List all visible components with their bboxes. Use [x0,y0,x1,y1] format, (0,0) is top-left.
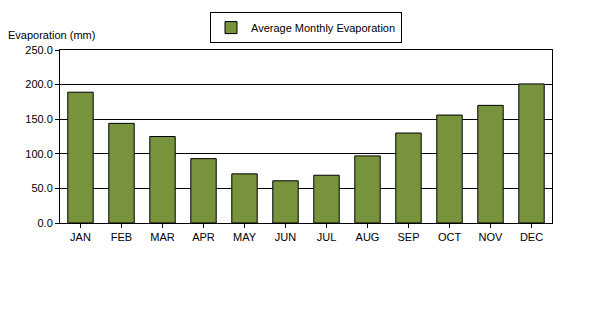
svg-text:Average Monthly Evaporation: Average Monthly Evaporation [251,22,395,34]
svg-text:Evaporation (mm): Evaporation (mm) [8,29,95,41]
svg-text:MAR: MAR [150,231,175,243]
svg-text:50.0: 50.0 [31,182,52,194]
svg-text:0.0: 0.0 [38,217,53,229]
svg-text:JUN: JUN [275,231,296,243]
svg-text:DEC: DEC [520,231,543,243]
svg-text:250.0: 250.0 [25,44,53,56]
svg-text:NOV: NOV [479,231,504,243]
svg-text:SEP: SEP [397,231,419,243]
svg-text:AUG: AUG [356,231,380,243]
svg-text:JUL: JUL [317,231,337,243]
svg-text:150.0: 150.0 [25,113,53,125]
svg-text:OCT: OCT [438,231,462,243]
svg-text:200.0: 200.0 [25,78,53,90]
svg-text:MAY: MAY [233,231,257,243]
svg-text:100.0: 100.0 [25,148,53,160]
svg-text:APR: APR [192,231,215,243]
svg-text:FEB: FEB [111,231,132,243]
svg-text:JAN: JAN [70,231,91,243]
